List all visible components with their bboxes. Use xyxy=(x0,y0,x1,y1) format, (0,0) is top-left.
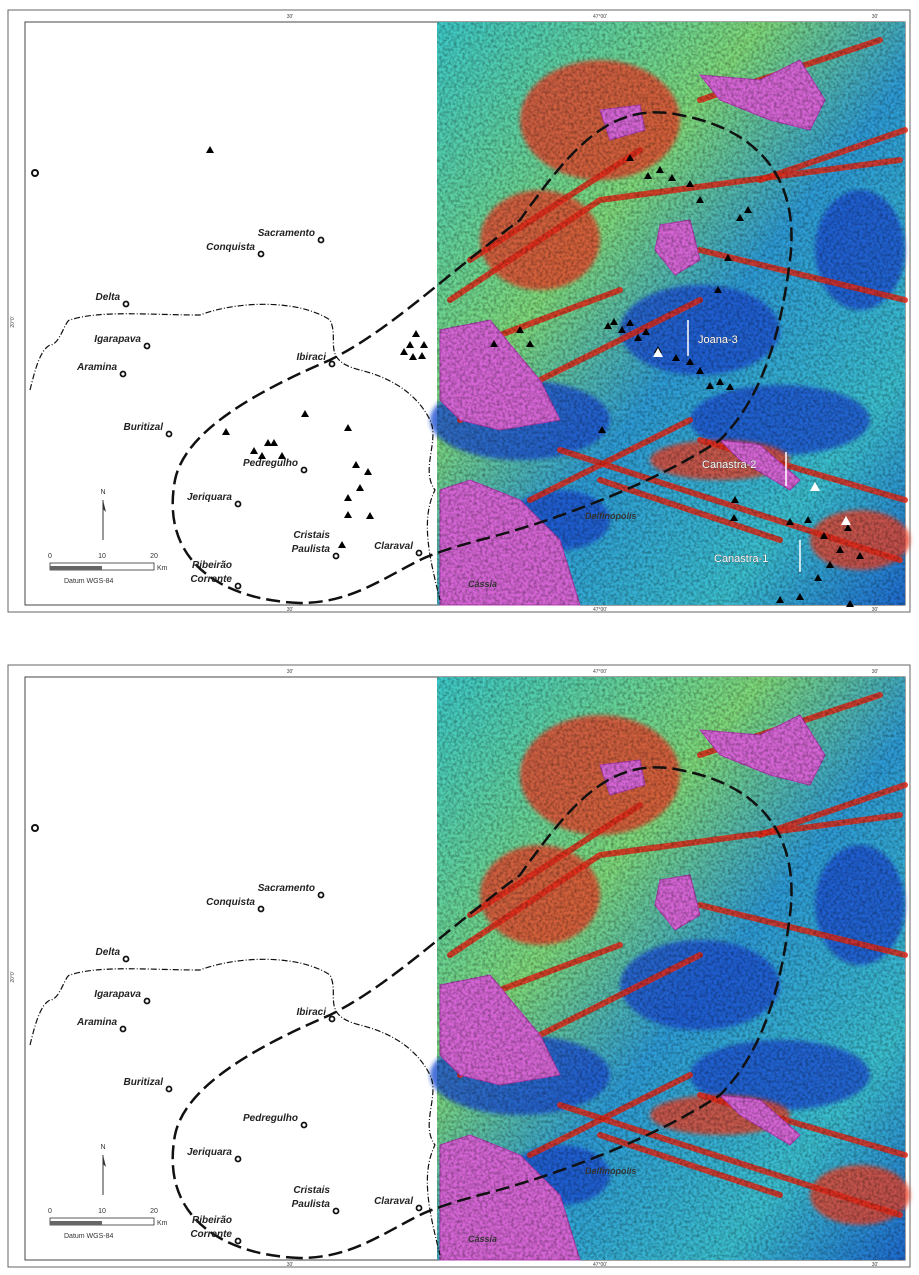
town-marker xyxy=(334,1209,339,1214)
relief-texture xyxy=(437,22,905,605)
map-panel: 30'47°00'30'30'47°00'30'20°0'SacramentoC… xyxy=(8,10,910,613)
scale-unit: Km xyxy=(157,565,168,572)
town-marker xyxy=(302,1123,307,1128)
town-label: Igarapava xyxy=(94,334,141,345)
town-label: Cristais xyxy=(293,1185,330,1196)
datum-label: Datum WGS-84 xyxy=(64,578,114,585)
scale-label: 0 xyxy=(48,553,52,560)
datum-label: Datum WGS-84 xyxy=(64,1233,114,1240)
town-marker xyxy=(259,252,264,257)
town-marker xyxy=(167,1087,172,1092)
town-marker xyxy=(236,1157,241,1162)
town-marker xyxy=(330,1017,335,1022)
town-marker xyxy=(145,999,150,1004)
map-label: Delfinópolis xyxy=(585,511,637,521)
grid-label: 30' xyxy=(287,14,294,20)
scale-bar-fill xyxy=(50,566,102,570)
scale-label: 10 xyxy=(98,553,106,560)
grid-label: 30' xyxy=(872,669,879,675)
town-marker xyxy=(259,907,264,912)
town-label: Ibiraci xyxy=(297,352,327,363)
town-marker xyxy=(417,1206,422,1211)
grid-label: 30' xyxy=(872,607,879,613)
town-marker xyxy=(236,1239,241,1244)
map-label: Cássia xyxy=(468,1234,497,1244)
town-marker xyxy=(319,238,324,243)
well-label: Joana-3 xyxy=(698,334,738,346)
town-marker xyxy=(124,302,129,307)
scale-label: 0 xyxy=(48,1208,52,1215)
town-marker xyxy=(121,372,126,377)
town-marker xyxy=(32,170,38,176)
town-marker xyxy=(32,825,38,831)
town-label: Ribeirão xyxy=(192,1215,232,1226)
town-marker xyxy=(167,432,172,437)
town-marker xyxy=(236,502,241,507)
town-marker xyxy=(236,584,241,589)
town-label: Igarapava xyxy=(94,989,141,1000)
scale-unit: Km xyxy=(157,1220,168,1227)
town-label: Aramina xyxy=(76,362,117,373)
town-label: Conquista xyxy=(206,897,255,908)
town-label: Buritizal xyxy=(124,422,164,433)
town-marker xyxy=(417,551,422,556)
scale-label: 20 xyxy=(150,553,158,560)
town-label: Claraval xyxy=(374,541,413,552)
grid-label: 30' xyxy=(872,1262,879,1268)
town-label: Corrente xyxy=(190,574,232,585)
grid-label: 30' xyxy=(287,669,294,675)
grid-label: 47°00' xyxy=(593,1262,607,1268)
grid-label: 30' xyxy=(872,14,879,20)
town-label: Paulista xyxy=(292,544,331,555)
town-label: Jeriquara xyxy=(187,1147,232,1158)
map-label: Cássia xyxy=(468,579,497,589)
relief-texture xyxy=(437,677,905,1260)
town-marker xyxy=(145,344,150,349)
town-label: Sacramento xyxy=(258,228,315,239)
town-label: Delta xyxy=(96,947,121,958)
town-marker xyxy=(124,957,129,962)
town-label: Delta xyxy=(96,292,121,303)
town-label: Jeriquara xyxy=(187,492,232,503)
town-label: Corrente xyxy=(190,1229,232,1240)
town-label: Paulista xyxy=(292,1199,331,1210)
town-label: Pedregulho xyxy=(243,1113,298,1124)
north-label: N xyxy=(100,1144,105,1151)
grid-label: 20°0' xyxy=(10,316,16,327)
magnetic-relief xyxy=(430,677,910,1260)
town-label: Cristais xyxy=(293,530,330,541)
grid-label: 30' xyxy=(287,1262,294,1268)
magnetic-relief xyxy=(430,22,910,605)
town-label: Ribeirão xyxy=(192,560,232,571)
scale-bar-fill xyxy=(50,1221,102,1225)
town-marker xyxy=(334,554,339,559)
grid-label: 47°00' xyxy=(593,607,607,613)
town-marker xyxy=(330,362,335,367)
grid-label: 47°00' xyxy=(593,14,607,20)
figure: 30'47°00'30'30'47°00'30'20°0'SacramentoC… xyxy=(0,0,919,1275)
well-label: Canastra-2 xyxy=(702,459,756,471)
grid-label: 20°0' xyxy=(10,971,16,982)
town-label: Sacramento xyxy=(258,883,315,894)
north-label: N xyxy=(100,489,105,496)
grid-label: 47°00' xyxy=(593,669,607,675)
town-label: Buritizal xyxy=(124,1077,164,1088)
town-label: Pedregulho xyxy=(243,458,298,469)
town-label: Aramina xyxy=(76,1017,117,1028)
map-label: Delfinópolis xyxy=(585,1166,637,1176)
scale-label: 20 xyxy=(150,1208,158,1215)
town-marker xyxy=(302,468,307,473)
town-label: Conquista xyxy=(206,242,255,253)
town-marker xyxy=(319,893,324,898)
town-label: Ibiraci xyxy=(297,1007,327,1018)
well-label: Canastra-1 xyxy=(714,553,768,565)
town-label: Claraval xyxy=(374,1196,413,1207)
scale-label: 10 xyxy=(98,1208,106,1215)
town-marker xyxy=(121,1027,126,1032)
map-panel: 30'47°00'30'30'47°00'30'20°0'SacramentoC… xyxy=(8,665,910,1268)
grid-label: 30' xyxy=(287,607,294,613)
